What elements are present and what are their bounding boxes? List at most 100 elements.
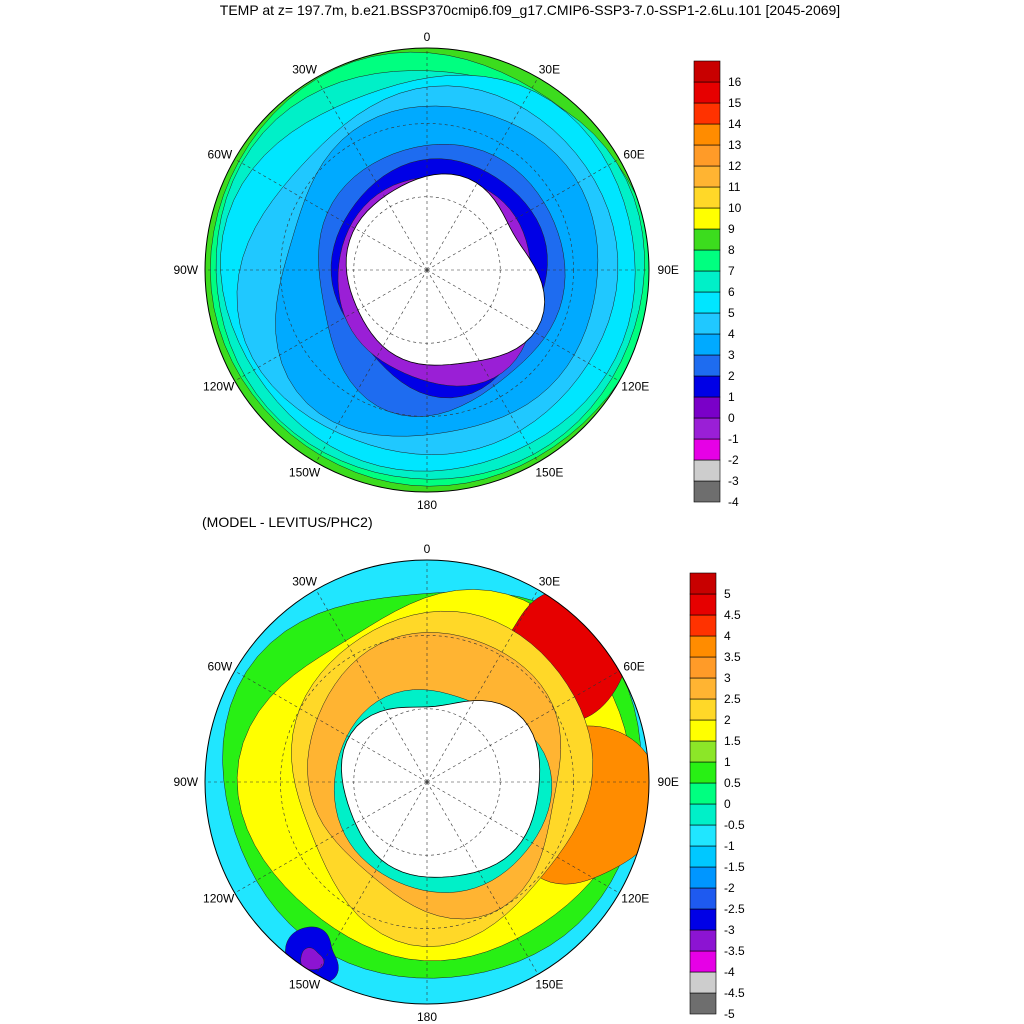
- colorbar-tick-label: 1: [724, 755, 731, 769]
- colorbar-tick-label: 12: [728, 159, 742, 173]
- colorbar-swatch: [689, 803, 717, 826]
- meridian-line: [315, 269, 428, 463]
- meridian-line: [426, 269, 539, 463]
- colorbar-swatch: [689, 761, 717, 784]
- colorbar-tick-label: 10: [728, 201, 742, 215]
- colorbar-tick-label: 3: [728, 348, 735, 362]
- colorbar-tick-label: 14: [728, 117, 742, 131]
- colorbar-swatch: [693, 291, 721, 314]
- colorbar-swatch: [689, 782, 717, 805]
- meridian-line: [426, 670, 620, 783]
- colorbar-tick-label: 13: [728, 138, 742, 152]
- longitude-label-30e: 30E: [539, 574, 560, 588]
- meridian-line: [234, 670, 428, 783]
- colorbar-tick-label: 16: [728, 75, 742, 89]
- longitude-label-90e: 90E: [658, 263, 679, 277]
- colorbar-swatch: [693, 312, 721, 335]
- colorbar-swatch: [693, 81, 721, 104]
- colorbar-swatch: [689, 992, 717, 1015]
- longitude-label-120e: 120E: [621, 379, 649, 393]
- colorbar-swatch: [693, 186, 721, 209]
- colorbar-tick-label: 4: [724, 629, 731, 643]
- colorbar-tick-label: 4.5: [724, 608, 741, 622]
- colorbar-tick-label: 7: [728, 264, 735, 278]
- colorbar-swatch: [689, 698, 717, 721]
- colorbar-tick-label: 2.5: [724, 692, 741, 706]
- longitude-label-30w: 30W: [292, 574, 317, 588]
- map-border: [204, 559, 650, 1005]
- meridian-line: [426, 158, 620, 271]
- longitude-label-150w: 150W: [289, 977, 321, 991]
- colorbar-swatch: [693, 165, 721, 188]
- longitude-label-0: 0: [424, 30, 431, 44]
- meridian-line: [426, 269, 620, 382]
- meridian-line: [234, 781, 428, 894]
- colorbar-tick-label: 3: [724, 671, 731, 685]
- colorbar-swatch: [689, 593, 717, 616]
- colorbar-swatch: [689, 719, 717, 742]
- colorbar-tick-label: -4.5: [724, 986, 745, 1000]
- region-continent: [345, 173, 546, 366]
- colorbar-tick-label: -3.5: [724, 944, 745, 958]
- colorbar-tick-label: -5: [724, 1007, 735, 1021]
- colorbar-swatch: [693, 438, 721, 461]
- colorbar-swatch: [689, 866, 717, 889]
- longitude-label-60w: 60W: [208, 659, 233, 673]
- colorbar-tick-label: -1: [724, 839, 735, 853]
- colorbar-swatch: [689, 971, 717, 994]
- meridian-line: [234, 158, 428, 271]
- longitude-label-120e: 120E: [621, 891, 649, 905]
- colorbar-tick-label: 1: [728, 390, 735, 404]
- meridian-line: [426, 589, 539, 783]
- longitude-label-120w: 120W: [203, 379, 235, 393]
- meridian-line: [426, 781, 620, 894]
- colorbar-tick-label: 8: [728, 243, 735, 257]
- colorbar-swatch: [693, 333, 721, 356]
- longitude-label-0: 0: [424, 542, 431, 556]
- colorbar-swatch: [689, 929, 717, 952]
- colorbar-swatch: [693, 228, 721, 251]
- colorbar-tick-label: 15: [728, 96, 742, 110]
- colorbar-tick-label: -4: [728, 495, 739, 509]
- meridian-line: [315, 77, 428, 271]
- colorbar-tick-label: 5: [724, 587, 731, 601]
- colorbar-tick-label: 1.5: [724, 734, 741, 748]
- colorbar-swatch: [693, 396, 721, 419]
- longitude-label-120w: 120W: [203, 891, 235, 905]
- colorbar-tick-label: 2: [724, 713, 731, 727]
- colorbar-swatch: [693, 270, 721, 293]
- colorbar-swatch: [689, 740, 717, 763]
- colorbar-tick-label: 0.5: [724, 776, 741, 790]
- difference-subtitle: (MODEL - LEVITUS/PHC2): [202, 514, 373, 530]
- colorbar-tick-label: -3: [724, 923, 735, 937]
- colorbar-tick-label: 6: [728, 285, 735, 299]
- longitude-label-30w: 30W: [292, 62, 317, 76]
- longitude-label-150e: 150E: [535, 465, 563, 479]
- colorbar-swatch: [689, 908, 717, 931]
- longitude-label-30e: 30E: [539, 62, 560, 76]
- colorbar-tick-label: -2: [728, 453, 739, 467]
- colorbar-tick-label: 0: [728, 411, 735, 425]
- colorbar-swatch: [693, 459, 721, 482]
- colorbar-tick-label: -0.5: [724, 818, 745, 832]
- meridian-line: [426, 77, 539, 271]
- meridian-line: [234, 269, 428, 382]
- colorbar-tick-label: 3.5: [724, 650, 741, 664]
- colorbar-tick-label: -1: [728, 432, 739, 446]
- longitude-label-60w: 60W: [208, 147, 233, 161]
- colorbar-tick-label: 9: [728, 222, 735, 236]
- longitude-label-150e: 150E: [535, 977, 563, 991]
- colorbar-swatch: [689, 656, 717, 679]
- colorbar-tick-label: -2: [724, 881, 735, 895]
- colorbar-swatch: [693, 60, 721, 83]
- meridian-line: [315, 781, 428, 975]
- colorbar-swatch: [689, 614, 717, 637]
- colorbar-swatch: [693, 144, 721, 167]
- colorbar-swatch: [693, 102, 721, 125]
- colorbar-swatch: [689, 887, 717, 910]
- colorbar-swatch: [693, 480, 721, 503]
- colorbar-swatch: [693, 375, 721, 398]
- colorbar-swatch: [689, 824, 717, 847]
- longitude-label-90e: 90E: [658, 775, 679, 789]
- colorbar-swatch: [689, 677, 717, 700]
